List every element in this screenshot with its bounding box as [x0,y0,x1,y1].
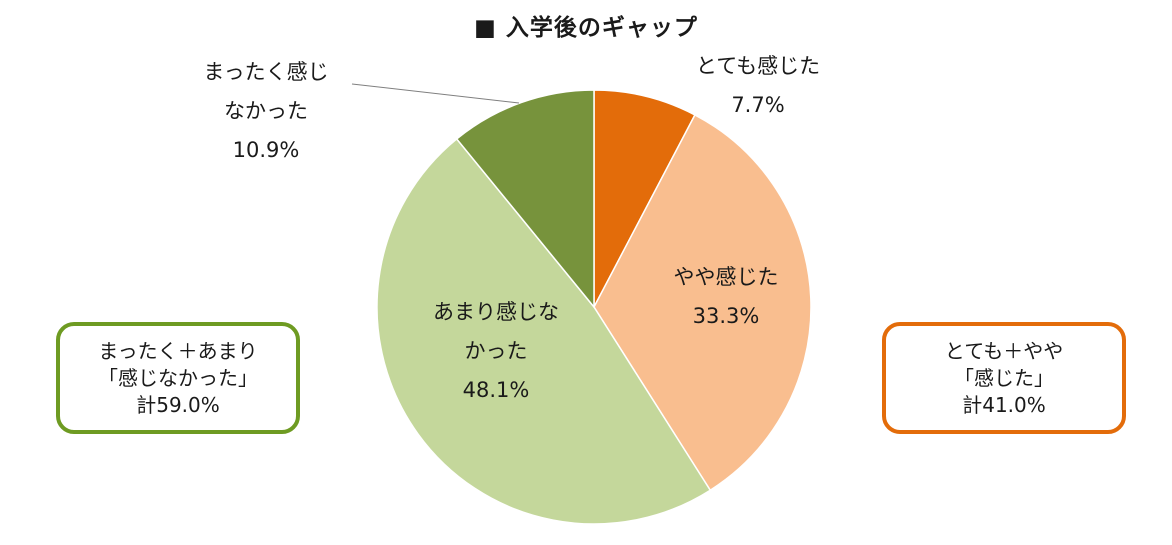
leader-line [351,83,520,104]
summary-right-line2: 「感じた」 [954,365,1054,390]
summary-box-left: まったく＋あまり 「感じなかった」 計59.0% [56,322,300,434]
summary-right-line3: 計41.0% [962,392,1046,417]
slice-some [593,113,812,492]
label-strong-pct: 7.7% [731,93,785,118]
label-not-at-all-pct: 10.9% [232,138,300,163]
summary-right-line1: とても＋やや [944,338,1064,363]
summary-left-line3: 計59.0% [136,392,220,417]
label-some-text: やや感じた [673,265,779,289]
label-not-at-all: まったく感じ なかった 10.9% [203,60,328,164]
summary-left-line2: 「感じなかった」 [98,365,258,390]
label-not-much: あまり感じな かった 48.1% [433,300,559,404]
label-strong-text: とても感じた [695,54,821,78]
label-not-at-all-text1: まったく感じ [203,60,329,84]
label-not-much-text1: あまり感じな [433,300,559,324]
label-some-pct: 33.3% [692,304,760,329]
slice-not-at-all [455,89,595,310]
label-not-much-pct: 48.1% [462,378,530,403]
slice-not-much [376,137,712,525]
label-not-much-text2: かった [464,339,528,364]
chart-title: ■ 入学後のギャップ [474,15,698,41]
summary-box-right: とても＋やや 「感じた」 計41.0% [882,322,1126,434]
summary-left-line1: まったく＋あまり [98,338,258,363]
label-strong: とても感じた 7.7% [696,54,820,118]
label-not-at-all-text2: なかった [223,99,308,124]
slice-strong [593,89,696,308]
label-some: やや感じた 33.3% [674,265,779,329]
